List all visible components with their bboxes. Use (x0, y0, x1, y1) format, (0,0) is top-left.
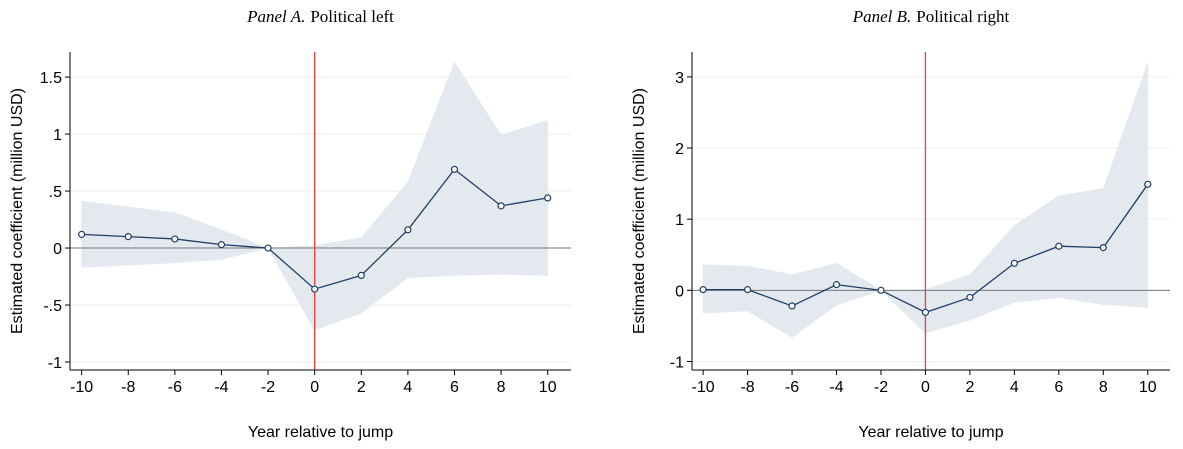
estimate-point (966, 293, 974, 302)
estimate-point (1144, 180, 1152, 188)
confidence-band (880, 289, 926, 334)
x-tick-label: -6 (168, 379, 182, 396)
y-tick-label: 2 (675, 141, 684, 158)
estimate-point (264, 244, 272, 252)
x-tick-label: 4 (403, 379, 412, 396)
estimate-point (743, 286, 752, 294)
x-tick-label: -8 (740, 379, 754, 396)
x-axis-label: Year relative to jump (858, 424, 1003, 441)
x-tick-label: 4 (1010, 379, 1019, 396)
panel-title-text: Political right (916, 7, 1009, 26)
estimate-point (788, 302, 796, 310)
estimate-point (1055, 242, 1063, 250)
x-tick-label: -10 (70, 379, 93, 396)
x-tick-label: 2 (965, 379, 974, 396)
confidence-band (969, 224, 1015, 321)
estimate-point (217, 241, 226, 249)
panel-title: Panel B. Political right (852, 7, 1010, 26)
estimate-point (832, 281, 841, 289)
estimate-point (450, 165, 459, 173)
estimate-point (877, 286, 885, 294)
panel-title: Panel A. Political left (246, 7, 394, 26)
estimate-point (124, 233, 132, 241)
confidence-band (500, 119, 548, 276)
x-tick-label: -10 (692, 379, 715, 396)
x-tick-label: 0 (310, 379, 319, 396)
y-tick-label: -.5 (43, 298, 62, 315)
x-tick-label: -6 (785, 379, 799, 396)
estimate-point (921, 308, 930, 316)
y-tick-label: 0 (675, 283, 684, 300)
estimate-point (311, 285, 319, 293)
confidence-band (1103, 62, 1149, 308)
estimate-point (497, 202, 505, 210)
panel-label: Panel A. (246, 7, 305, 26)
estimate-point (1010, 259, 1018, 267)
confidence-band (314, 237, 362, 331)
x-axis-label: Year relative to jump (248, 424, 393, 441)
y-axis-label: Estimated coefficient (million USD) (9, 88, 26, 334)
confidence-band (267, 245, 315, 332)
y-tick-label: 3 (675, 70, 684, 87)
x-tick-label: 6 (450, 379, 459, 396)
confidence-band (702, 264, 748, 314)
x-tick-label: 8 (1099, 379, 1108, 396)
confidence-band (174, 212, 222, 264)
x-tick-label: 10 (539, 379, 557, 396)
estimate-point (171, 235, 179, 243)
confidence-band (407, 62, 455, 278)
panel-title-text: Political left (310, 7, 394, 26)
x-tick-label: 6 (1054, 379, 1063, 396)
panel-label: Panel B. (852, 7, 912, 26)
x-tick-label: -8 (121, 379, 135, 396)
confidence-band (360, 181, 409, 314)
estimate-point (404, 226, 412, 234)
y-tick-label: 1.5 (40, 70, 62, 87)
x-tick-label: 2 (357, 379, 366, 396)
x-tick-label: 8 (497, 379, 506, 396)
confidence-band (454, 61, 502, 276)
y-tick-label: 1 (675, 212, 684, 229)
y-tick-label: -1 (48, 355, 62, 372)
x-tick-label: -2 (261, 379, 275, 396)
estimate-point (357, 271, 365, 279)
y-tick-label: -1 (670, 354, 684, 371)
confidence-band (836, 262, 882, 306)
y-tick-label: .5 (49, 184, 62, 201)
confidence-band (747, 265, 793, 338)
y-axis-label: Estimated coefficient (million USD) (631, 88, 648, 334)
x-tick-label: -4 (829, 379, 843, 396)
x-tick-label: -4 (214, 379, 228, 396)
estimate-point (699, 286, 707, 294)
confidence-band (791, 262, 837, 338)
confidence-band (925, 274, 971, 334)
y-tick-label: 0 (53, 241, 62, 258)
x-tick-label: -2 (874, 379, 888, 396)
estimate-point (78, 230, 86, 238)
x-tick-label: 10 (1139, 379, 1157, 396)
estimate-point (1099, 244, 1107, 252)
estimate-point (544, 194, 552, 202)
x-tick-label: 0 (921, 379, 930, 396)
y-tick-label: 1 (53, 127, 62, 144)
confidence-band (127, 206, 176, 266)
